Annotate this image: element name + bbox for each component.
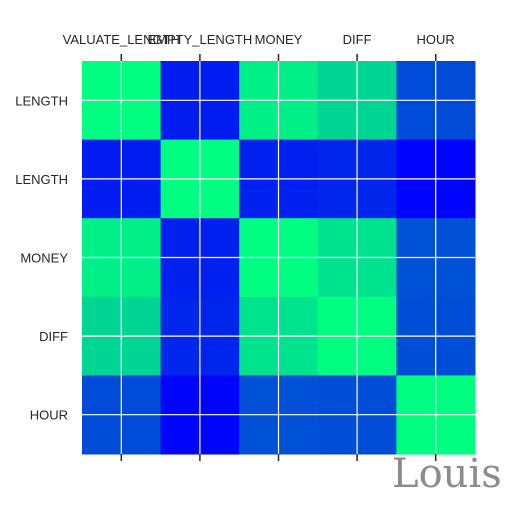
watermark-text: Louis bbox=[392, 454, 502, 494]
y-tick-label: LENGTH bbox=[15, 93, 68, 108]
y-tick-label: DIFF bbox=[39, 329, 68, 344]
x-tick-label: EMPTY_LENGTH bbox=[148, 32, 253, 47]
x-tick-label: HOUR bbox=[417, 32, 455, 47]
y-tick-labels: LENGTH LENGTH MONEY DIFF HOUR bbox=[15, 93, 68, 422]
y-tick-label: LENGTH bbox=[15, 172, 68, 187]
x-tick-labels: VALUATE_LENGTHEMPTY_LENGTHMONEYDIFFHOUR bbox=[63, 32, 455, 47]
x-tick-label: DIFF bbox=[343, 32, 372, 47]
x-tick-label: MONEY bbox=[255, 32, 303, 47]
y-tick-label: MONEY bbox=[20, 251, 68, 266]
y-tick-label: HOUR bbox=[30, 408, 68, 423]
